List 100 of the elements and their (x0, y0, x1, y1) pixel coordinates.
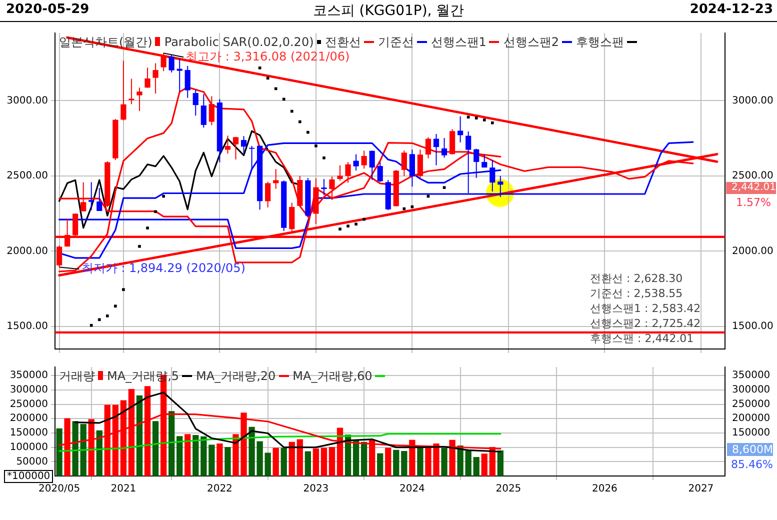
x-tick-label: 2021 (110, 484, 136, 495)
point (90, 324, 93, 327)
bar (200, 436, 207, 476)
annotation: 최고가 : 3,316.08 (2021/06) (186, 49, 350, 64)
legend-label: 선행스팬1 (430, 35, 486, 49)
y2-tick-label: 2000.00 (732, 246, 774, 257)
point (114, 304, 117, 308)
legend-label: 후행스팬 (576, 35, 624, 49)
annotation: 선행스팬2 : 2,725.42 (590, 316, 701, 331)
bar (497, 450, 504, 476)
bar (328, 446, 336, 476)
bar (393, 450, 400, 476)
candlestick (417, 149, 424, 180)
candlestick (168, 54, 174, 73)
bar (280, 448, 287, 476)
point (466, 116, 470, 119)
text: 2024-12-23 (690, 2, 773, 17)
candlestick (321, 178, 327, 196)
x-tick-label: 2027 (688, 484, 714, 495)
bar (481, 454, 488, 476)
annotation: 선행스팬1 : 2,583.42 (590, 301, 701, 316)
y2-tick-label: 1500.00 (732, 321, 774, 332)
bar (352, 440, 360, 476)
candlestick (474, 148, 480, 178)
bar (296, 439, 303, 476)
bar (136, 395, 143, 476)
candlestick (96, 187, 102, 212)
candlestick (433, 133, 440, 166)
y2-tick-label: 200000 (732, 413, 770, 424)
y-tick-label: 200000 (10, 413, 48, 424)
candlestick (200, 94, 206, 128)
text: 1.57% (735, 196, 771, 209)
candlestick (345, 162, 351, 184)
bar (360, 442, 368, 476)
point (338, 228, 342, 230)
candlestick (120, 60, 126, 121)
candlestick (369, 150, 375, 180)
candlestick (144, 67, 150, 88)
y-tick-label: 50000 (16, 456, 48, 468)
y-tick-label: 3000.00 (6, 95, 48, 106)
candlestick (224, 135, 231, 154)
point (138, 244, 141, 248)
point (258, 66, 262, 70)
point (482, 118, 486, 122)
candlestick (240, 136, 247, 155)
bar (96, 430, 102, 476)
point (154, 210, 157, 214)
text: 2,442.01 (726, 182, 776, 194)
point (474, 116, 478, 120)
bar (72, 421, 78, 476)
legend-label: 거래량 (59, 369, 95, 383)
point (306, 130, 310, 134)
bar (208, 444, 215, 476)
x-tick-label: 2022 (206, 484, 232, 495)
point (314, 144, 318, 148)
chart-title: 코스피 (KGG01P), 월간 (312, 3, 464, 19)
candlestick (482, 154, 488, 168)
bar (320, 448, 328, 476)
candlestick (353, 154, 359, 172)
point (98, 318, 101, 322)
legend-label: 기준선 (378, 35, 414, 49)
y2-tick-label: 350000 (732, 370, 770, 382)
candlestick (273, 168, 279, 190)
candlestick (232, 136, 239, 160)
candlestick (88, 182, 94, 211)
candlestick (498, 175, 504, 198)
legend-label: Parabolic SAR(0.02,0.20) (164, 35, 314, 49)
candlestick (176, 58, 182, 92)
x-tick-label: 2024 (399, 484, 425, 495)
candlestick (337, 164, 343, 182)
x-tick-label: 2026 (592, 484, 618, 495)
candlestick (377, 161, 383, 182)
x-tick-label: 2023 (303, 484, 329, 495)
candlestick (441, 138, 448, 158)
point (354, 222, 358, 226)
bar (473, 457, 480, 476)
candlestick (490, 160, 496, 192)
candlestick (329, 176, 335, 201)
annotation: 전환선 : 2,628.30 (590, 271, 683, 286)
text: 2020-05-29 (6, 2, 90, 17)
y-tick-label: 2500.00 (6, 170, 48, 182)
x-tick-label: 2020/05 (38, 484, 80, 495)
bar (192, 434, 199, 476)
candlestick (289, 202, 295, 232)
point (266, 76, 270, 80)
y-tick-label: 350000 (10, 370, 48, 382)
y2-tick-label: 250000 (732, 398, 770, 410)
y-tick-label: 300000 (10, 384, 48, 396)
bar (272, 448, 279, 476)
bar (80, 424, 86, 476)
y-tick-label: 1500.00 (6, 321, 48, 332)
x-tick-label: 2025 (496, 484, 522, 495)
candlestick (361, 150, 367, 170)
bar (312, 448, 320, 476)
y-tick-label: 2000.00 (6, 246, 48, 257)
point (346, 224, 350, 228)
candlestick (458, 116, 464, 143)
point (290, 110, 294, 113)
candlestick (409, 149, 415, 188)
legend-label: MA_거래량,5 (107, 369, 180, 383)
